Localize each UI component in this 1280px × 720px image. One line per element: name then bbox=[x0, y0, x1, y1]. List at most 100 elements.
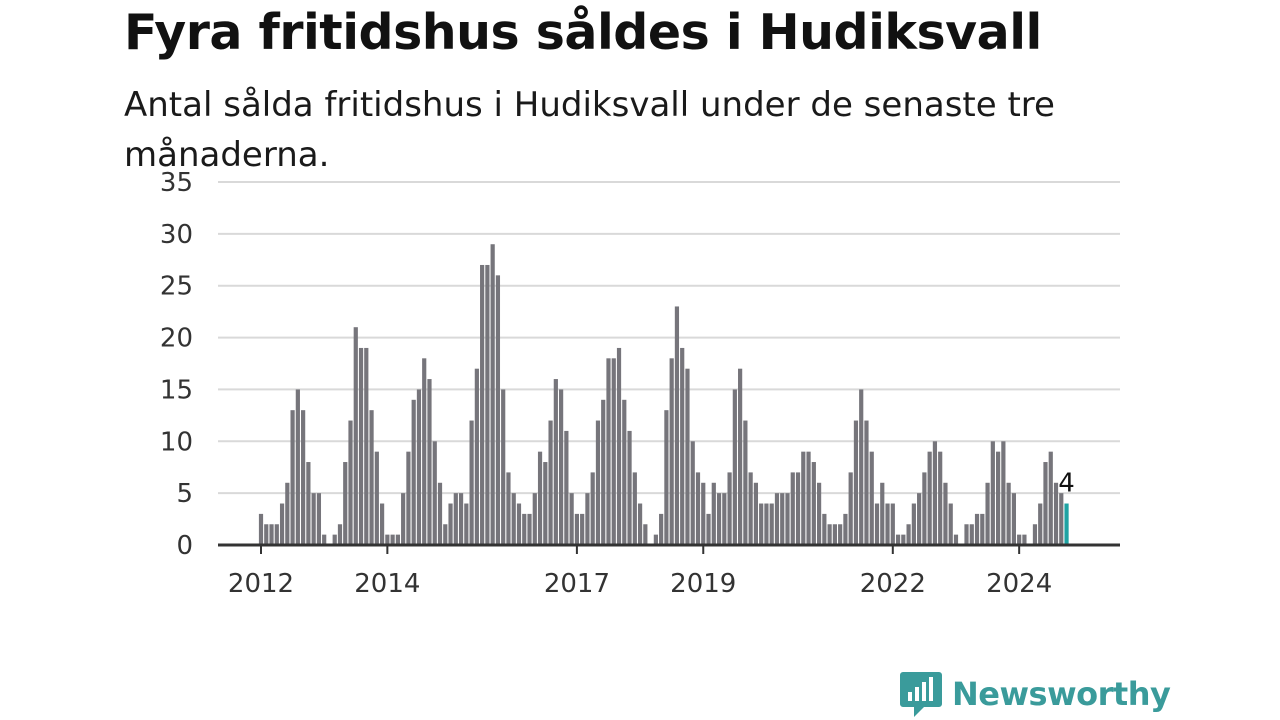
bar bbox=[390, 534, 395, 545]
bar bbox=[290, 410, 295, 545]
bar bbox=[1001, 441, 1006, 545]
bar bbox=[953, 534, 959, 545]
bar bbox=[664, 410, 669, 545]
bar bbox=[753, 482, 759, 545]
labels: 0 5 10 15 20 25 30 35 2012 2014 2017 2019 2022 2024 4 bbox=[160, 168, 1075, 599]
bar bbox=[411, 399, 416, 545]
bar bbox=[822, 513, 827, 545]
bar bbox=[974, 513, 980, 545]
bar bbox=[448, 503, 453, 545]
bar bbox=[574, 513, 579, 545]
bar bbox=[932, 441, 938, 545]
bar bbox=[269, 524, 274, 545]
bar bbox=[511, 493, 516, 545]
bar bbox=[996, 451, 1001, 545]
bar bbox=[306, 462, 311, 545]
bar bbox=[764, 503, 769, 545]
bar bbox=[906, 524, 911, 545]
bar bbox=[395, 534, 400, 545]
newsworthy-logo-icon bbox=[900, 672, 942, 717]
bar bbox=[453, 493, 458, 545]
bar bbox=[337, 524, 343, 545]
bar bbox=[616, 347, 622, 545]
bar bbox=[827, 524, 832, 545]
y-tick-label: 25 bbox=[160, 272, 193, 302]
bar bbox=[911, 503, 916, 545]
bar bbox=[343, 462, 348, 545]
bar bbox=[569, 493, 574, 545]
bar bbox=[490, 244, 495, 545]
x-tick-label: 2012 bbox=[228, 569, 294, 599]
bar bbox=[474, 368, 479, 545]
bar bbox=[406, 451, 411, 545]
bar bbox=[859, 389, 864, 545]
bar bbox=[874, 503, 880, 545]
bar bbox=[722, 493, 727, 545]
x-tick-label: 2014 bbox=[354, 569, 420, 599]
chart-title: Fyra fritidshus såldes i Hudiksvall bbox=[124, 4, 1042, 61]
bar bbox=[801, 451, 806, 545]
bar bbox=[669, 358, 674, 545]
bar bbox=[1017, 534, 1022, 545]
bar bbox=[795, 472, 801, 545]
bar bbox=[606, 358, 611, 545]
bar bbox=[1011, 493, 1016, 545]
bar bbox=[685, 368, 690, 545]
bar bbox=[732, 389, 737, 545]
bar-highlight bbox=[1064, 503, 1069, 545]
bar bbox=[716, 493, 722, 545]
bar bbox=[938, 451, 943, 545]
y-tick-label: 20 bbox=[160, 324, 193, 354]
bar bbox=[853, 420, 859, 545]
bar bbox=[548, 420, 553, 545]
bar bbox=[785, 493, 790, 545]
bar bbox=[1048, 451, 1053, 545]
last-value-label: 4 bbox=[1058, 469, 1075, 499]
bar bbox=[864, 420, 869, 545]
bar bbox=[369, 410, 374, 545]
bar bbox=[832, 524, 837, 545]
bar bbox=[622, 399, 627, 545]
bars bbox=[258, 244, 1069, 545]
bar bbox=[422, 358, 427, 545]
bar bbox=[674, 306, 680, 545]
bar bbox=[943, 482, 948, 545]
bar bbox=[543, 462, 548, 545]
bar bbox=[1038, 503, 1043, 545]
bar bbox=[948, 503, 953, 545]
y-tick-label: 0 bbox=[176, 531, 193, 561]
bar bbox=[774, 493, 780, 545]
bar bbox=[553, 379, 558, 545]
bar bbox=[537, 451, 543, 545]
bar bbox=[990, 441, 995, 545]
bar bbox=[811, 462, 816, 545]
bar bbox=[659, 513, 664, 545]
bar bbox=[516, 503, 522, 545]
bar bbox=[711, 482, 716, 545]
bar bbox=[727, 472, 732, 545]
bar bbox=[559, 389, 564, 545]
y-tick-label: 35 bbox=[160, 168, 193, 198]
axes bbox=[218, 543, 1120, 554]
bar bbox=[780, 493, 785, 545]
bar bbox=[274, 524, 279, 545]
y-tick-label: 15 bbox=[160, 375, 193, 405]
y-tick-label: 30 bbox=[160, 220, 193, 250]
bar bbox=[348, 420, 353, 545]
bar bbox=[532, 493, 537, 545]
bar bbox=[295, 389, 300, 545]
bar bbox=[527, 513, 532, 545]
bar bbox=[1053, 482, 1059, 545]
bar bbox=[506, 472, 511, 545]
bar bbox=[358, 347, 364, 545]
bar bbox=[838, 524, 843, 545]
bar bbox=[590, 472, 595, 545]
bar bbox=[695, 472, 701, 545]
bar bbox=[759, 503, 764, 545]
bar bbox=[927, 451, 932, 545]
bar bbox=[743, 420, 748, 545]
bar bbox=[301, 410, 306, 545]
bar bbox=[374, 451, 379, 545]
bar bbox=[643, 524, 648, 545]
bar bbox=[895, 534, 901, 545]
